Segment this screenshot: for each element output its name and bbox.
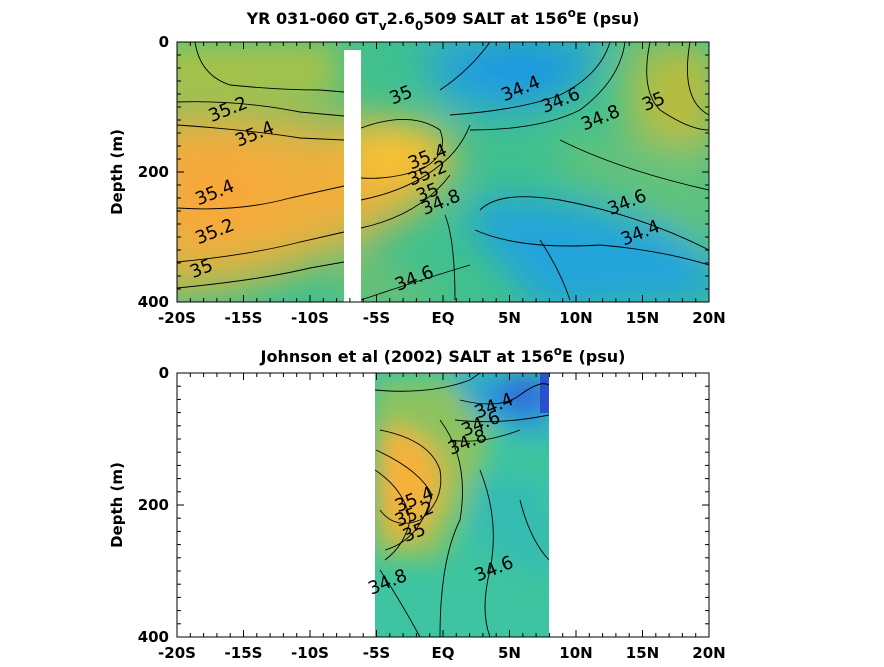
contour-line xyxy=(469,42,626,131)
x-tick-label: -15S xyxy=(225,309,263,327)
x-tick-label: 15N xyxy=(626,309,659,327)
y-tick-label: 200 xyxy=(138,496,169,514)
x-tick-label: EQ xyxy=(432,309,455,327)
panel-2: Johnson et al (2002) SALT at 156oE (psu) xyxy=(108,344,726,662)
x-tick-label: 15N xyxy=(626,644,659,662)
x-tick-label: 10N xyxy=(559,309,592,327)
contour-line xyxy=(459,383,549,405)
contour-line xyxy=(375,449,433,551)
panel-2-y-axis-label: Depth (m) xyxy=(108,462,126,548)
contour-line xyxy=(444,214,456,301)
contour-line xyxy=(375,469,411,561)
x-tick-label: -5S xyxy=(363,644,390,662)
panel-2-y-tick-labels: 0 200 400 xyxy=(138,364,169,646)
contour-line xyxy=(439,419,463,637)
panel-1-title: YR 031-060 GTv2.60509 SALT at 156oE (psu… xyxy=(246,6,640,33)
x-tick-label: 20N xyxy=(692,309,725,327)
contour-line xyxy=(375,373,481,392)
contour-line xyxy=(379,429,442,524)
contour-line xyxy=(379,569,421,637)
x-tick-label: -20S xyxy=(158,644,196,662)
contour-line xyxy=(479,469,494,637)
panel-1-ticks xyxy=(176,41,710,303)
panel-1-x-tick-labels: -20S -15S -10S -5S EQ 5N 10N 15N 20N xyxy=(158,309,726,327)
contour-line xyxy=(439,42,491,91)
contour-line xyxy=(449,429,521,442)
contour-line xyxy=(449,42,611,116)
panel-1: YR 031-060 GTv2.60509 SALT at 156oE (psu… xyxy=(108,6,726,327)
contour-line xyxy=(646,42,709,131)
contour-line xyxy=(177,101,345,117)
y-tick-label: 400 xyxy=(138,628,169,646)
y-tick-label: 400 xyxy=(138,293,169,311)
contour-line xyxy=(177,124,345,141)
panel-1-colorfield xyxy=(177,42,709,302)
contour-line xyxy=(519,499,549,561)
contour-line xyxy=(194,42,345,93)
y-tick-label: 0 xyxy=(159,364,169,382)
contour-line xyxy=(177,231,345,263)
contour-line xyxy=(177,185,345,210)
x-tick-label: EQ xyxy=(432,644,455,662)
x-tick-label: -20S xyxy=(158,309,196,327)
panel-2-title: Johnson et al (2002) SALT at 156oE (psu) xyxy=(260,344,626,366)
panel-2-ticks xyxy=(176,372,710,638)
x-tick-label: -5S xyxy=(363,309,390,327)
x-tick-label: 5N xyxy=(498,309,521,327)
panel-2-x-tick-labels: -20S -15S -10S -5S EQ 5N 10N 15N 20N xyxy=(158,644,726,662)
contour-line xyxy=(360,124,471,201)
contour-line xyxy=(479,196,709,251)
contour-line xyxy=(559,139,709,191)
x-tick-label: -10S xyxy=(291,644,329,662)
x-tick-label: -10S xyxy=(291,309,329,327)
panel-2-colorfield xyxy=(375,373,549,637)
contour-line xyxy=(360,174,451,229)
contour-line xyxy=(454,414,549,423)
x-tick-label: -15S xyxy=(225,644,263,662)
contour-line xyxy=(474,229,709,266)
contour-line xyxy=(360,119,443,179)
contour-line xyxy=(177,261,345,289)
contour-line xyxy=(539,239,571,301)
contour-line xyxy=(687,42,709,116)
panel-1-y-tick-labels: 0 200 400 xyxy=(138,33,169,311)
x-tick-label: 20N xyxy=(692,644,725,662)
y-tick-label: 0 xyxy=(159,33,169,51)
x-tick-label: 5N xyxy=(498,644,521,662)
panel-1-y-axis-label: Depth (m) xyxy=(108,129,126,215)
y-tick-label: 200 xyxy=(138,163,169,181)
contour-line xyxy=(360,264,471,301)
x-tick-label: 10N xyxy=(559,644,592,662)
